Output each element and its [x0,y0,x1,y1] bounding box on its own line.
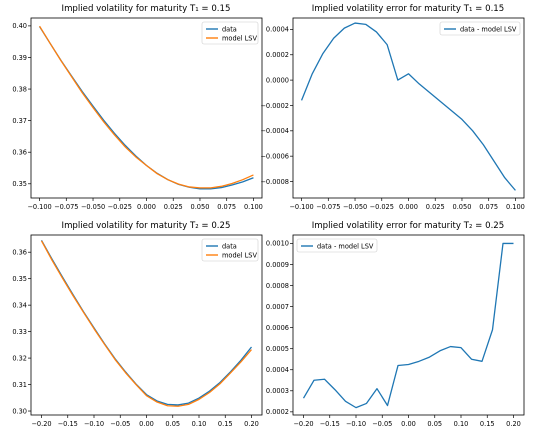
x-tick-label: 0.025 [164,203,183,211]
y-tick-label: 0.34 [12,301,27,309]
chart-panel-bottom-right: Implied volatility error for maturity T₂… [266,221,525,427]
x-tick-label: −0.15 [58,420,78,427]
chart-title: Implied volatility error for maturity T₂… [312,221,504,231]
chart-title: Implied volatility for maturity T₂ = 0.2… [62,221,231,231]
y-tick-label: 0.36 [12,149,27,157]
x-tick-label: 0.075 [217,203,236,211]
series-line-data-model-lsv [302,242,514,409]
legend-label: data [222,242,237,250]
y-tick-label: −0.0006 [260,152,289,160]
y-tick-label: −0.0004 [260,127,289,135]
y-tick-label: 0.0005 [266,345,289,353]
series-line-model-lsv [40,240,252,407]
chart-title: Implied volatility for maturity T₁ = 0.1… [62,4,231,14]
x-tick-label: 0.000 [137,203,156,211]
x-tick-label: −0.075 [54,203,78,211]
legend-label: model LSV [222,34,257,42]
y-tick-label: 0.33 [12,328,27,336]
chart-panel-top-left: Implied volatility for maturity T₁ = 0.1… [12,4,263,211]
x-tick-label: −0.10 [346,420,366,427]
y-tick-label: 0.39 [12,54,27,62]
chart-panel-bottom-left: Implied volatility for maturity T₂ = 0.2… [12,221,263,427]
x-tick-label: 0.15 [480,420,495,427]
legend-box [296,238,378,253]
y-tick-label: 0.0000 [266,76,289,84]
y-tick-label: −0.0008 [260,178,289,186]
legend-box [439,21,521,36]
x-tick-label: 0.20 [244,420,259,427]
x-tick-label: 0.00 [401,420,416,427]
x-tick-label: −0.20 [293,420,313,427]
x-tick-label: −0.050 [81,203,105,211]
x-tick-label: −0.05 [110,420,130,427]
y-tick-label: 0.38 [12,85,27,93]
x-tick-label: 0.050 [453,203,472,211]
y-tick-label: 0.36 [12,249,27,257]
legend: data - model LSV [439,21,521,36]
x-tick-label: −0.10 [84,420,104,427]
y-tick-label: 0.0008 [266,282,289,290]
y-tick-label: 0.32 [12,354,27,362]
x-tick-label: 0.000 [399,203,418,211]
x-tick-label: 0.15 [218,420,233,427]
x-tick-label: −0.15 [320,420,340,427]
x-tick-label: −0.050 [343,203,367,211]
legend-label: data - model LSV [317,242,374,250]
y-tick-label: 0.31 [12,381,27,389]
x-tick-label: −0.025 [370,203,394,211]
x-tick-label: 0.20 [506,420,521,427]
y-tick-label: 0.35 [12,275,27,283]
legend: data - model LSV [296,238,378,253]
y-tick-label: 0.0007 [266,303,289,311]
x-tick-label: 0.025 [426,203,445,211]
x-tick-label: 0.075 [479,203,498,211]
y-tick-label: 0.0002 [266,408,289,416]
y-tick-label: 0.0002 [266,51,289,59]
series-line-model-lsv [39,25,254,189]
x-tick-label: 0.10 [192,420,207,427]
legend-label: model LSV [222,251,257,259]
y-tick-label: 0.0006 [266,324,289,332]
chart-title: Implied volatility error for maturity T₁… [312,4,504,14]
x-tick-label: 0.100 [506,203,525,211]
y-tick-label: 0.37 [12,117,27,125]
x-tick-label: −0.100 [27,203,51,211]
x-tick-label: 0.05 [165,420,180,427]
x-tick-label: −0.05 [372,420,392,427]
y-tick-label: 0.0003 [266,387,289,395]
y-tick-label: 0.0004 [266,26,289,34]
x-tick-label: −0.075 [316,203,340,211]
x-tick-label: −0.100 [289,203,313,211]
y-tick-label: 0.0010 [266,240,289,248]
y-tick-label: 0.0009 [266,261,289,269]
y-tick-label: 0.40 [12,22,27,30]
x-tick-label: 0.05 [427,420,442,427]
y-tick-label: 0.0004 [266,366,289,374]
legend-label: data [222,25,237,33]
legend-label: data - model LSV [460,25,517,33]
y-tick-label: −0.0002 [260,102,289,110]
x-tick-label: −0.20 [31,420,51,427]
x-tick-label: 0.00 [139,420,154,427]
series-line-data-model-lsv [300,22,516,191]
x-tick-label: 0.050 [191,203,210,211]
y-tick-label: 0.35 [12,180,27,188]
chart-panel-top-right: Implied volatility error for maturity T₁… [260,4,524,211]
y-tick-label: 0.30 [12,407,27,415]
x-tick-label: 0.100 [244,203,263,211]
x-tick-label: −0.025 [108,203,132,211]
x-tick-label: 0.10 [454,420,469,427]
